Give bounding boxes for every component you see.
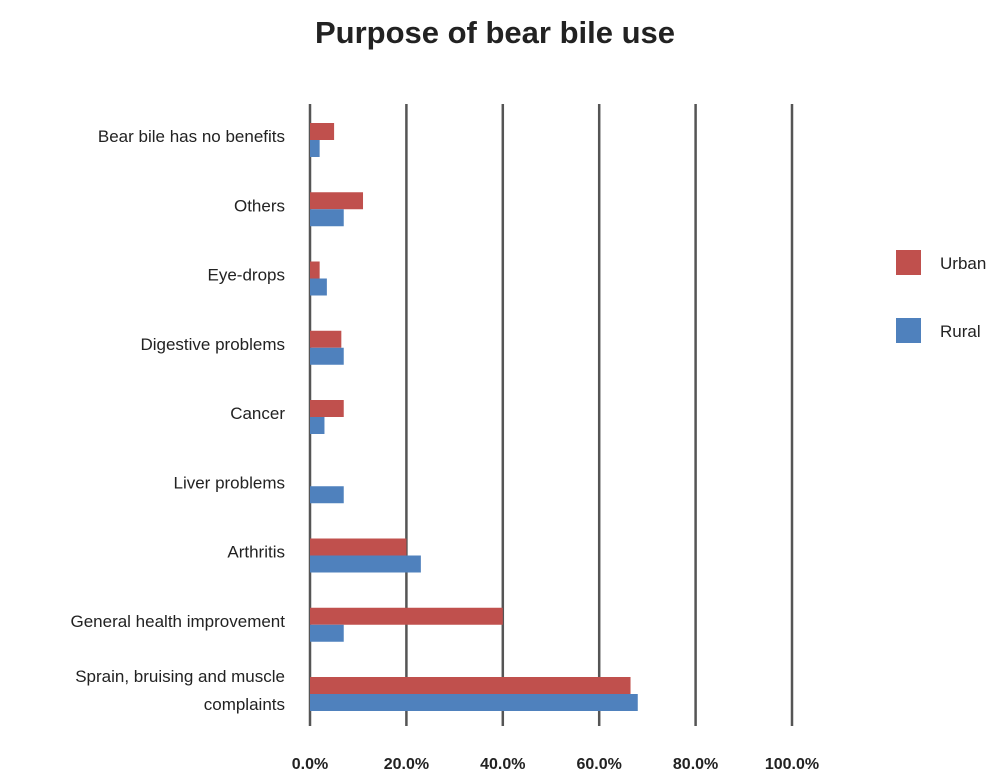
bar-rural <box>310 555 421 573</box>
bar-rural <box>310 278 327 296</box>
gridlines <box>308 104 794 726</box>
bar-urban <box>310 677 631 694</box>
x-tick-label: 100.0% <box>765 756 819 772</box>
bar-urban <box>310 400 344 417</box>
bar-rural <box>310 347 344 365</box>
bar-urban <box>310 192 364 210</box>
category-label: Arthritis <box>227 543 285 562</box>
category-label: Cancer <box>230 404 285 423</box>
category-label: Eye-drops <box>208 266 285 285</box>
bar-rural <box>310 140 320 157</box>
category-label: Sprain, bruising and muscle <box>75 667 285 686</box>
category-label: Bear bile has no benefits <box>98 127 285 146</box>
bar-rural <box>310 624 344 642</box>
bar-urban <box>310 607 503 625</box>
category-label: Digestive problems <box>140 335 285 354</box>
legend-label: Rural <box>940 322 981 341</box>
chart-title: Purpose of bear bile use <box>315 15 675 50</box>
x-axis-tick-labels: 0.0% 20.0% 40.0% 60.0% 80.0% 100.0% <box>292 756 819 772</box>
bars <box>310 123 638 711</box>
bar-rural <box>310 417 325 434</box>
legend-swatch-rural <box>896 318 921 343</box>
category-labels: Bear bile has no benefits Others Eye-drops… <box>70 127 285 714</box>
category-label: complaints <box>204 695 285 714</box>
x-tick-label: 20.0% <box>384 756 429 772</box>
legend-label: Urban <box>940 254 986 273</box>
bar-rural <box>310 209 344 227</box>
bar-urban <box>310 261 320 279</box>
category-label: Others <box>234 196 285 215</box>
legend: Urban Rural <box>896 250 986 343</box>
x-tick-label: 60.0% <box>577 756 622 772</box>
bar-rural <box>310 486 344 504</box>
legend-swatch-urban <box>896 250 921 275</box>
bar-urban <box>310 538 407 556</box>
x-tick-label: 80.0% <box>673 756 718 772</box>
bar-rural <box>310 694 638 711</box>
bar-urban <box>310 123 335 140</box>
x-tick-label: 40.0% <box>480 756 525 772</box>
bar-urban <box>310 330 342 348</box>
category-label: Liver problems <box>174 473 286 492</box>
category-label: General health improvement <box>70 612 285 631</box>
x-tick-label: 0.0% <box>292 756 328 772</box>
